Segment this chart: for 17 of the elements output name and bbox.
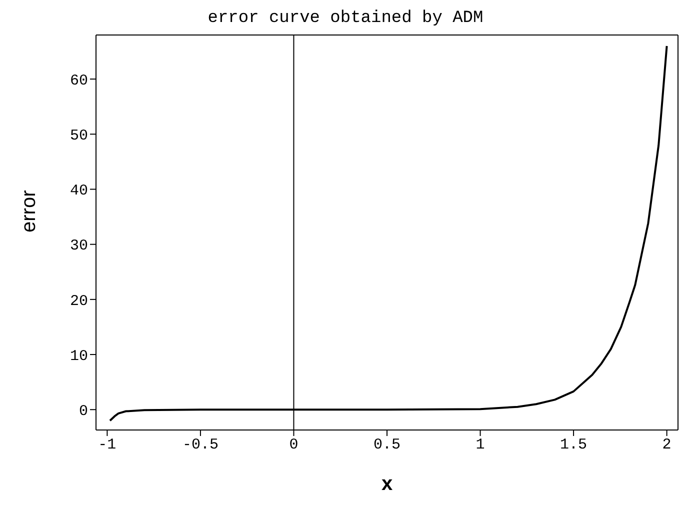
x-tick-label: -1: [98, 436, 116, 454]
y-axis-title: error: [18, 190, 40, 232]
x-tick-label: 0: [289, 436, 298, 454]
x-tick-label: 1.5: [560, 436, 588, 454]
y-tick-label: 60: [70, 72, 88, 90]
x-tick-label: 1: [476, 436, 485, 454]
y-tick-label: 10: [70, 348, 88, 365]
x-tick-label: 2: [662, 436, 672, 454]
y-tick-label: 0: [78, 402, 88, 420]
x-tick-label: 0.5: [373, 436, 401, 454]
chart-title: error curve obtained by ADM: [206, 8, 484, 30]
y-tick-label: 20: [70, 292, 88, 310]
x-tick-label: -0.5: [182, 436, 218, 454]
y-tick-label: 30: [70, 238, 88, 255]
y-tick-label: 40: [70, 182, 88, 200]
y-tick-label: 50: [70, 127, 88, 144]
x-axis-title: x: [381, 473, 393, 495]
